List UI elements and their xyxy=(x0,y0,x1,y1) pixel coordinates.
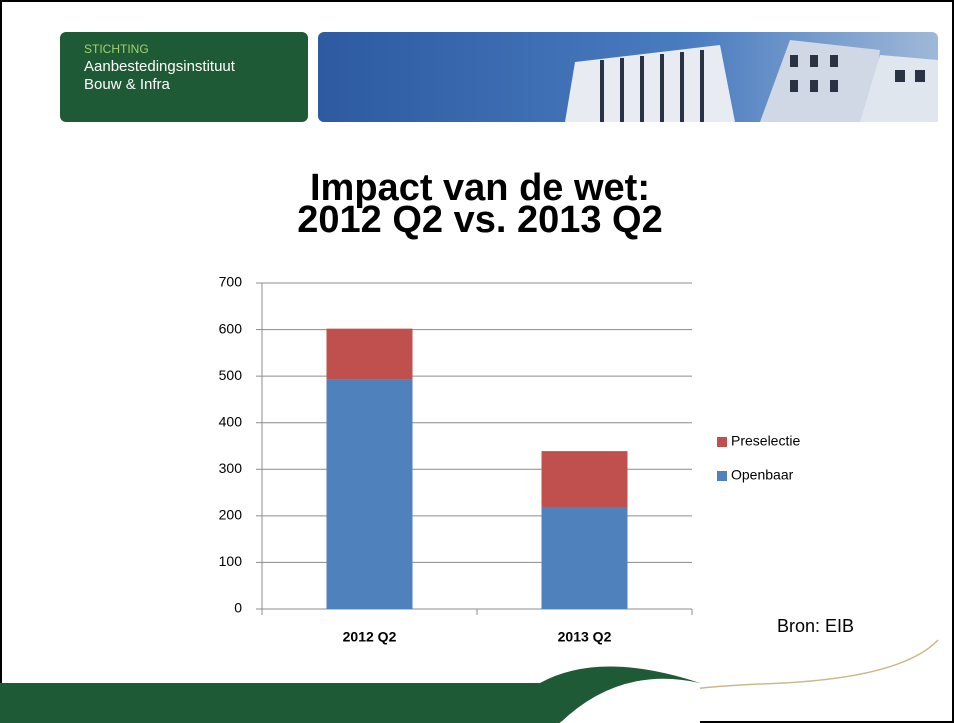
logo-line: Aanbestedingsinstituut xyxy=(84,58,236,75)
logo-line: Bouw & Infra xyxy=(84,76,171,93)
logo-line: STICHTING xyxy=(84,42,149,56)
bar-segment xyxy=(541,507,628,609)
y-tick-label: 500 xyxy=(219,367,243,383)
footer-band xyxy=(0,666,700,723)
legend-label: Openbaar xyxy=(731,467,794,483)
bar-segment xyxy=(541,451,628,508)
y-tick-label: 700 xyxy=(219,274,243,290)
y-tick-label: 100 xyxy=(219,553,243,569)
x-tick-label: 2012 Q2 xyxy=(343,629,397,645)
y-tick-label: 0 xyxy=(234,600,242,616)
building-windows xyxy=(600,50,925,122)
legend-swatch xyxy=(717,471,727,481)
legend-label: Preselectie xyxy=(731,433,800,449)
chart-title: 2012 Q2 vs. 2013 Q2 xyxy=(297,199,663,241)
logo-box xyxy=(60,32,308,122)
x-tick-label: 2013 Q2 xyxy=(558,629,612,645)
bar-segment xyxy=(326,379,413,609)
footer-cut xyxy=(560,678,700,723)
y-tick-label: 200 xyxy=(219,507,243,523)
y-tick-label: 600 xyxy=(219,320,243,336)
chart-title: Impact van de wet: xyxy=(310,167,650,209)
y-tick-label: 400 xyxy=(219,413,243,429)
source: Bron: EIB xyxy=(777,616,854,636)
bar-segment xyxy=(326,328,413,380)
legend-swatch xyxy=(717,437,727,447)
y-tick-label: 300 xyxy=(219,460,243,476)
